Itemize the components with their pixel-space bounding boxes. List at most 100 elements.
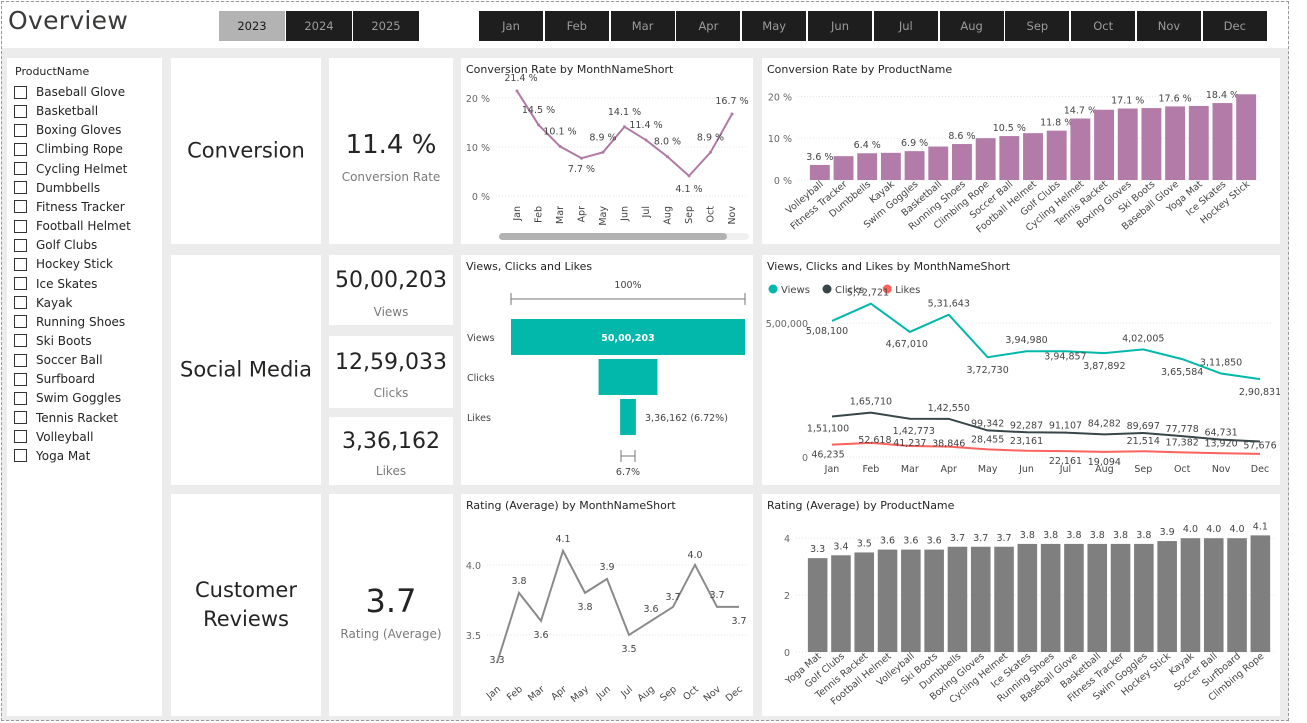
checkbox[interactable] <box>14 391 27 405</box>
report-header: Overview 2023 2024 2025 Jan Feb Mar Apr May J… <box>2 2 1288 48</box>
bar <box>1110 543 1131 652</box>
product-item-label: Dumbbells <box>36 180 101 195</box>
reviews-section-line1: Customer <box>194 578 297 602</box>
product-item[interactable]: Kayak <box>14 294 72 312</box>
data-label: 3.5 <box>857 538 872 549</box>
checkbox[interactable] <box>14 315 27 329</box>
data-label: 4.0 <box>1183 524 1198 535</box>
month-button-sep[interactable]: Sep <box>1005 11 1070 41</box>
x-tick-label: Aug <box>1095 464 1114 475</box>
chart-title: Rating (Average) by MonthNameShort <box>466 499 676 512</box>
series-line <box>831 411 1261 443</box>
product-item[interactable]: Surfboard <box>14 370 95 388</box>
bar <box>924 549 944 652</box>
checkbox[interactable] <box>14 334 27 348</box>
checkbox[interactable] <box>14 181 27 195</box>
data-point <box>623 125 626 129</box>
series-line <box>831 441 1261 455</box>
month-button-apr[interactable]: Apr <box>676 11 741 41</box>
bar <box>952 144 972 180</box>
checkbox[interactable] <box>14 296 27 310</box>
data-label: 3.8 <box>1043 530 1058 541</box>
month-button-may[interactable]: May <box>742 11 807 41</box>
month-button-feb[interactable]: Feb <box>544 11 609 41</box>
data-label: 1,42,773 <box>893 426 935 437</box>
data-label: 4.1 <box>1253 521 1268 532</box>
checkbox[interactable] <box>14 142 27 156</box>
product-item[interactable]: Tennis Racket <box>14 409 118 427</box>
product-item[interactable]: Yoga Mat <box>14 447 90 465</box>
checkbox[interactable] <box>14 372 27 386</box>
series-line <box>831 302 1261 381</box>
product-item[interactable]: Golf Clubs <box>14 236 97 254</box>
scrollbar-thumb[interactable] <box>499 233 727 240</box>
bar <box>854 552 875 652</box>
product-item[interactable]: Ski Boots <box>14 332 92 350</box>
data-label: 10.5 % <box>993 123 1026 134</box>
checkbox[interactable] <box>14 104 27 118</box>
data-label: 3,94,857 <box>1044 351 1086 362</box>
product-item[interactable]: Climbing Rope <box>14 140 123 158</box>
product-item[interactable]: Basketball <box>14 102 98 120</box>
page-title: Overview <box>8 6 129 35</box>
checkbox[interactable] <box>14 85 27 99</box>
y-tick-label: 2 <box>784 591 790 602</box>
clicks-value: 12,59,033 <box>335 350 447 375</box>
checkbox[interactable] <box>14 257 27 271</box>
product-item[interactable]: Swim Goggles <box>14 389 121 407</box>
clicks-label: Clicks <box>373 386 409 400</box>
checkbox[interactable] <box>14 200 27 214</box>
bar <box>1227 538 1247 652</box>
data-label: 3.6 <box>927 536 942 547</box>
data-label: 3.6 % <box>806 152 833 163</box>
checkbox[interactable] <box>14 162 27 176</box>
top-percent-label: 100% <box>614 280 641 291</box>
product-item[interactable]: Volleyball <box>14 428 93 446</box>
product-item[interactable]: Fitness Tracker <box>14 198 125 216</box>
product-item[interactable]: Dumbbells <box>14 179 100 197</box>
product-item-label: Basketball <box>36 104 99 119</box>
checkbox[interactable] <box>14 430 27 444</box>
checkbox[interactable] <box>14 123 27 137</box>
product-item-label: Ice Skates <box>36 276 98 291</box>
product-item[interactable]: Football Helmet <box>14 217 131 235</box>
product-item[interactable]: Cycling Helmet <box>14 160 127 178</box>
month-button-nov[interactable]: Nov <box>1137 11 1201 41</box>
month-button-jul[interactable]: Jul <box>873 11 938 41</box>
month-button-jun[interactable]: Jun <box>808 11 872 41</box>
slicer-title: ProductName <box>15 65 90 78</box>
chart-title: Conversion Rate by MonthNameShort <box>466 63 674 76</box>
month-button-aug[interactable]: Aug <box>939 11 1004 41</box>
checkbox[interactable] <box>14 411 27 425</box>
x-tick-label: Mar <box>901 464 919 475</box>
x-tick-label: Jun <box>594 684 613 703</box>
bar <box>857 153 878 180</box>
year-button-2024[interactable]: 2024 <box>286 11 352 41</box>
year-button-2023[interactable]: 2023 <box>219 11 285 41</box>
month-button-mar[interactable]: Mar <box>610 11 675 41</box>
month-button-dec[interactable]: Dec <box>1202 11 1267 41</box>
product-item[interactable]: Ice Skates <box>14 275 97 293</box>
checkbox[interactable] <box>14 353 27 367</box>
month-button-oct[interactable]: Oct <box>1071 11 1136 41</box>
product-item[interactable]: Boxing Gloves <box>14 121 121 139</box>
data-label: 6.9 % <box>901 138 928 149</box>
data-label: 4,02,005 <box>1122 333 1164 344</box>
checkbox[interactable] <box>14 238 27 252</box>
product-item[interactable]: Soccer Ball <box>14 351 103 369</box>
product-slicer: ProductName Baseball Glove Basketball Boxi… <box>7 58 162 716</box>
bar <box>1212 103 1233 180</box>
data-label: 41,237 <box>893 438 926 449</box>
checkbox[interactable] <box>14 449 27 463</box>
product-item[interactable]: Hockey Stick <box>14 255 113 273</box>
x-tick-label: Jun <box>620 206 631 222</box>
product-item[interactable]: Running Shoes <box>14 313 125 331</box>
product-item[interactable]: Baseball Glove <box>14 83 125 101</box>
checkbox[interactable] <box>14 219 27 233</box>
data-label: 3.8 <box>511 576 526 587</box>
month-button-jan[interactable]: Jan <box>479 11 543 41</box>
series-line <box>496 548 739 664</box>
year-button-2025[interactable]: 2025 <box>353 11 419 41</box>
checkbox[interactable] <box>14 277 27 290</box>
product-item-label: Boxing Gloves <box>36 123 122 138</box>
